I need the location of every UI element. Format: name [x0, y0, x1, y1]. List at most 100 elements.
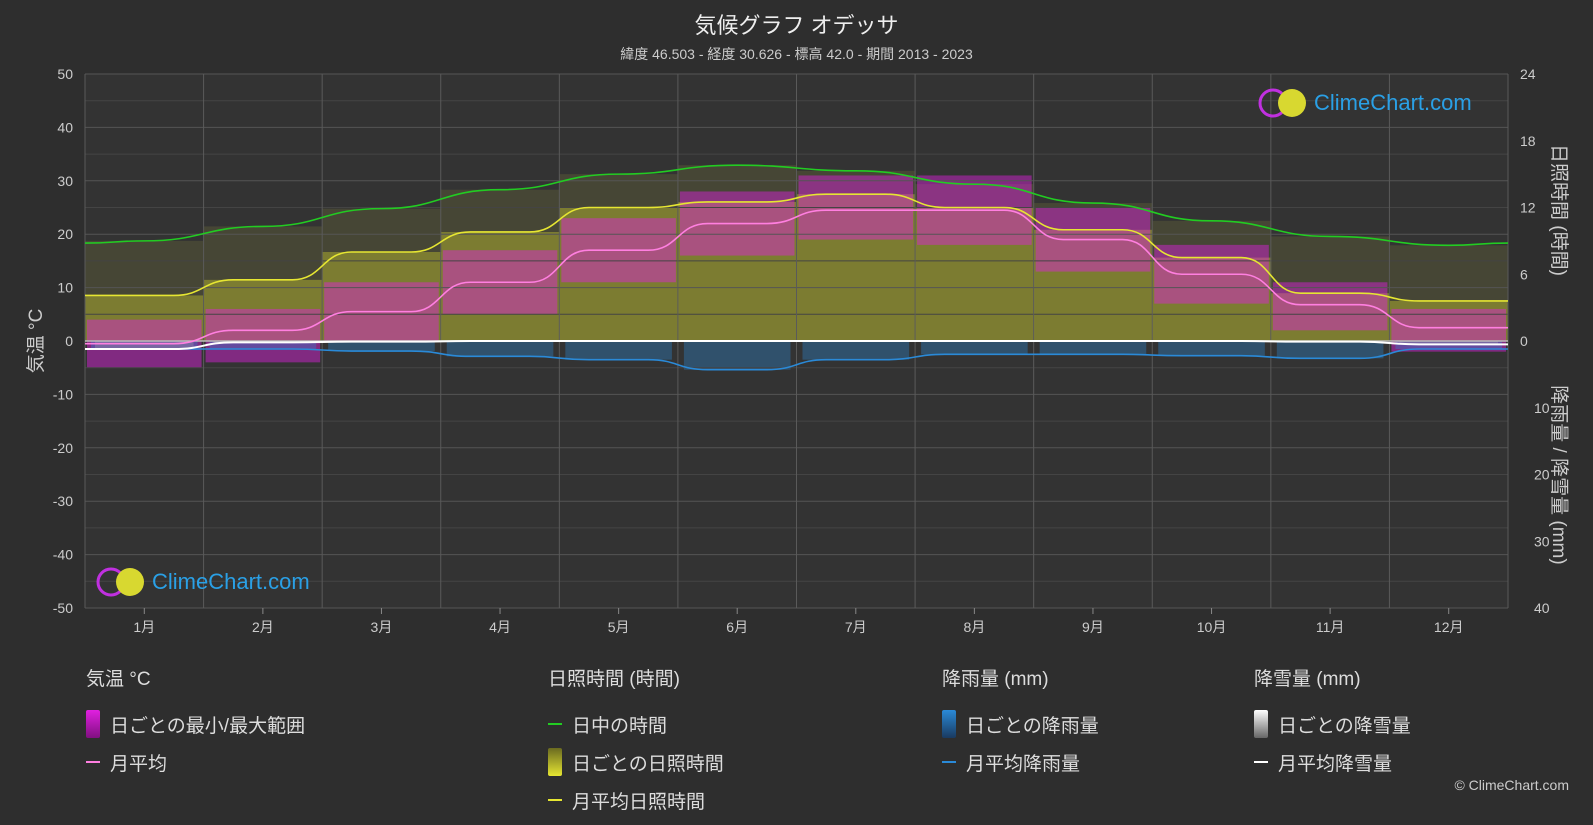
bar-swatch — [548, 748, 562, 776]
right-bottom-tick-label: 40 — [1534, 600, 1550, 616]
line-swatch — [548, 799, 562, 801]
left-axis-label: 気温 °C — [25, 309, 47, 374]
rain-bar — [565, 341, 672, 360]
legend-item: 月平均降雪量 — [1254, 743, 1411, 781]
bar-swatch — [1254, 710, 1268, 738]
series-line — [85, 193, 1508, 302]
series-line — [85, 348, 1508, 371]
line-swatch — [86, 761, 100, 763]
legend-temperature: 気温 °C 日ごとの最小/最大範囲 月平均 — [86, 664, 305, 781]
legend-snow: 降雪量 (mm) 日ごとの降雪量 月平均降雪量 — [1254, 664, 1411, 781]
copyright: © ClimeChart.com — [1454, 777, 1569, 793]
left-tick-label: -40 — [53, 547, 73, 563]
line-swatch — [548, 723, 562, 725]
legend-heading: 日照時間 (時間) — [548, 669, 680, 690]
month-label: 1月 — [133, 619, 155, 635]
sunshine-bar — [440, 231, 560, 341]
legend-heading: 降雨量 (mm) — [942, 669, 1049, 690]
month-label: 11月 — [1316, 619, 1345, 635]
month-label: 8月 — [963, 619, 985, 635]
month-label: 9月 — [1082, 619, 1104, 635]
legend-item: 日ごとの日照時間 — [548, 743, 724, 781]
series-line — [85, 209, 1508, 345]
rain-bar — [683, 341, 791, 370]
legend-item: 日ごとの降雪量 — [1254, 705, 1411, 743]
legend-item: 日ごとの最小/最大範囲 — [86, 705, 305, 743]
sunshine-bar — [1270, 293, 1390, 341]
daylight-bar — [1152, 220, 1272, 258]
daylight-bar — [322, 208, 442, 252]
month-label: 2月 — [252, 619, 274, 635]
month-label: 6月 — [726, 619, 748, 635]
line-swatch — [942, 761, 956, 763]
legend-rain: 降雨量 (mm) 日ごとの降雨量 月平均降雨量 — [942, 664, 1099, 781]
line-swatch — [1254, 761, 1268, 763]
temp-range-bar — [1272, 282, 1388, 331]
sunshine-bar — [559, 207, 679, 341]
month-label: 5月 — [608, 619, 630, 635]
rain-bar — [802, 341, 910, 360]
logo-bottom-left[interactable]: ClimeChart.com — [96, 567, 310, 597]
left-tick-label: -10 — [53, 386, 73, 402]
right-top-tick-label: 18 — [1520, 133, 1536, 149]
legend-item: 月平均降雨量 — [942, 743, 1099, 781]
climechart-logo-icon — [96, 567, 144, 597]
rain-bar — [209, 341, 317, 350]
right-axis-top-label: 日照時間 (時間) — [1548, 144, 1570, 276]
right-bottom-tick-label: 20 — [1534, 467, 1550, 483]
sunshine-bar — [1389, 300, 1508, 341]
right-bottom-tick-label: 10 — [1534, 400, 1550, 416]
daylight-bar — [1389, 245, 1508, 301]
left-tick-label: 10 — [57, 280, 73, 296]
sunshine-bar — [915, 207, 1035, 341]
sunshine-bar — [1152, 257, 1272, 341]
left-tick-label: 50 — [57, 66, 73, 82]
rain-bar — [921, 341, 1028, 355]
left-tick-label: 0 — [65, 333, 73, 349]
left-tick-label: -20 — [53, 440, 73, 456]
climechart-logo-icon — [1258, 88, 1306, 118]
month-label: 10月 — [1197, 619, 1227, 635]
daylight-bar — [559, 174, 679, 208]
sunshine-bar — [1033, 229, 1153, 341]
right-top-tick-label: 24 — [1520, 66, 1536, 82]
chart-title: 気候グラフ オデッサ — [694, 13, 899, 38]
month-label: 3月 — [371, 619, 393, 635]
chart-subtitle: 緯度 46.503 - 経度 30.626 - 標高 42.0 - 期間 201… — [620, 46, 973, 62]
logo-top-right[interactable]: ClimeChart.com — [1258, 88, 1472, 118]
temp-range-bar — [205, 308, 321, 363]
month-label: 4月 — [489, 619, 511, 635]
rain-bar — [1276, 341, 1384, 359]
legend-item: 日中の時間 — [548, 705, 724, 743]
legend-item: 月平均 — [86, 743, 305, 781]
series-line — [85, 339, 1508, 351]
sunshine-bar — [796, 194, 916, 341]
left-tick-label: -50 — [53, 600, 73, 616]
logo-text: ClimeChart.com — [152, 569, 310, 594]
range-swatch — [86, 710, 100, 738]
snow-bar — [1399, 341, 1498, 345]
right-bottom-tick-label: 30 — [1534, 533, 1550, 549]
rain-bar — [91, 341, 198, 350]
rain-bar — [1158, 341, 1265, 356]
sunshine-bar — [85, 295, 205, 341]
logo-text: ClimeChart.com — [1314, 90, 1472, 115]
month-label: 12月 — [1434, 619, 1464, 635]
sunshine-bar — [322, 252, 442, 341]
legend-item: 月平均日照時間 — [548, 781, 724, 819]
legend-heading: 気温 °C — [86, 669, 151, 690]
left-tick-label: 20 — [57, 226, 73, 242]
daylight-bar — [85, 240, 205, 296]
series-line — [85, 164, 1508, 247]
left-tick-label: -30 — [53, 493, 73, 509]
daylight-bar — [915, 184, 1035, 208]
month-label: 7月 — [845, 619, 867, 635]
left-tick-label: 30 — [57, 173, 73, 189]
daylight-bar — [1270, 236, 1390, 294]
daylight-bar — [796, 170, 916, 195]
bar-swatch — [942, 710, 956, 738]
rain-bar — [1039, 341, 1147, 355]
right-top-tick-label: 0 — [1520, 333, 1528, 349]
right-top-tick-label: 12 — [1520, 200, 1536, 216]
